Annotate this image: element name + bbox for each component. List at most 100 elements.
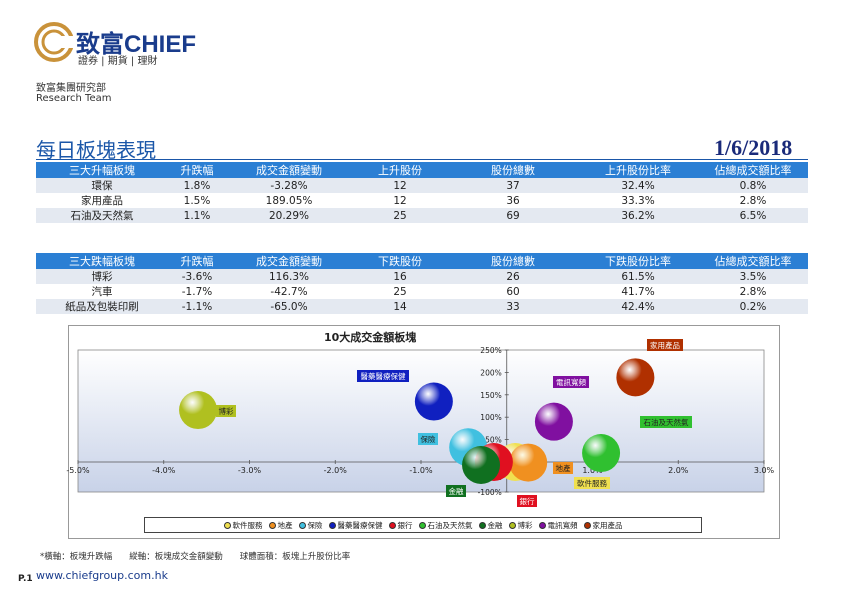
website-link[interactable]: www.chiefgroup.com.hk [36, 569, 168, 582]
table-header-row: 三大跌幅板塊 升跌幅 成交金額變動 下跌股份 股份總數 下跌股份比率 佔總成交額… [36, 253, 808, 269]
bubble-label: 銀行 [520, 496, 535, 506]
legend-item: 金融 [478, 520, 503, 531]
table-cell: -65.0% [226, 299, 352, 314]
x-tick-label: -4.0% [152, 466, 176, 475]
brand-name: 致富CHIEF [76, 31, 196, 58]
table-cell: 189.05% [226, 193, 352, 208]
table-cell: 1.1% [168, 208, 226, 223]
legend-label: 金融 [487, 520, 503, 530]
legend-label: 家用產品 [592, 520, 623, 530]
table-cell: 69 [448, 208, 578, 223]
chart-legend: 軟件服務 地產 保險 醫藥醫療保健 銀行 石油及天然氣 金融 博彩 電訊寬頻 家用產品 [144, 517, 702, 533]
legend-item: 家用產品 [583, 520, 623, 531]
table-cell: 26 [448, 269, 578, 284]
bubble-label-box [553, 376, 589, 388]
table-cell: 石油及天然氣 [36, 208, 168, 223]
legend-label: 地產 [277, 520, 293, 530]
table-cell: 14 [352, 299, 448, 314]
team-name: Research Team [36, 93, 112, 104]
table-header-row: 三大升幅板塊 升跌幅 成交金額變動 上升股份 股份總數 上升股份比率 佔總成交額… [36, 162, 808, 178]
bubble-label: 保險 [421, 434, 436, 444]
legend-item: 醫藥醫療保健 [328, 520, 383, 531]
table-header: 升跌幅 [168, 253, 226, 269]
bubble-label: 石油及天然氣 [644, 417, 689, 427]
table-row: 環保 1.8% -3.28% 12 37 32.4% 0.8% [36, 178, 808, 193]
table-cell: 2.8% [698, 193, 808, 208]
bubble-6 [462, 446, 501, 484]
bubble-label-box [647, 339, 683, 351]
table-cell: 20.29% [226, 208, 352, 223]
y-tick-label: 200% [480, 368, 501, 377]
table-cell: 0.2% [698, 299, 808, 314]
legend-label: 石油及天然氣 [427, 520, 473, 530]
table-header: 成交金額變動 [226, 162, 352, 178]
bubble-label: 電訊寬頻 [556, 377, 586, 387]
legend-marker-icon [223, 521, 231, 529]
logo: 致富CHIEF 證券 | 期貨 | 理財 [34, 22, 244, 68]
table-cell: 37 [448, 178, 578, 193]
legend-label: 電訊寬頻 [547, 520, 578, 530]
table-cell: 6.5% [698, 208, 808, 223]
bubble-label-box [640, 416, 692, 428]
table-header: 下跌股份 [352, 253, 448, 269]
table-cell: 42.4% [578, 299, 698, 314]
table-cell: -1.1% [168, 299, 226, 314]
table-header: 升跌幅 [168, 162, 226, 178]
table-header: 股份總數 [448, 253, 578, 269]
y-tick-label: 150% [480, 391, 501, 400]
legend-label: 保險 [307, 520, 323, 530]
table-cell: 116.3% [226, 269, 352, 284]
bubble-label-box [357, 370, 409, 382]
legend-marker-icon [268, 521, 276, 529]
table-cell: 12 [352, 193, 448, 208]
bubble-label: 金融 [449, 486, 464, 496]
y-tick-label: 100% [480, 413, 501, 422]
y-tick-label: 250% [480, 346, 501, 355]
y-tick-label: -100% [478, 488, 502, 497]
table-cell: 61.5% [578, 269, 698, 284]
bubble-9 [616, 358, 655, 397]
table-cell: 60 [448, 284, 578, 299]
table-row: 紙品及包裝印刷 -1.1% -65.0% 14 33 42.4% 0.2% [36, 299, 808, 314]
bubble-5 [582, 434, 621, 473]
table-row: 博彩 -3.6% 116.3% 16 26 61.5% 3.5% [36, 269, 808, 284]
legend-item: 地產 [268, 520, 293, 531]
table-cell: -3.28% [226, 178, 352, 193]
legend-marker-icon [478, 521, 486, 529]
bubble-label-box [418, 433, 438, 445]
bubble-label-box [553, 462, 573, 474]
x-tick-label: -5.0% [66, 466, 90, 475]
bubble-label: 醫藥醫療保健 [361, 371, 406, 381]
table-header: 三大跌幅板塊 [36, 253, 168, 269]
table-cell: 36.2% [578, 208, 698, 223]
legend-marker-icon [418, 521, 426, 529]
group-name: 致富集團研究部 [36, 83, 106, 94]
legend-item: 石油及天然氣 [418, 520, 473, 531]
table-header: 上升股份比率 [578, 162, 698, 178]
page-title: 每日板塊表現 [36, 138, 156, 162]
report-date: 1/6/2018 [714, 135, 793, 160]
brand-tagline: 證券 | 期貨 | 理財 [78, 56, 158, 67]
x-tick-label: -1.0% [409, 466, 433, 475]
legend-marker-icon [298, 521, 306, 529]
legend-marker-icon [328, 521, 336, 529]
legend-marker-icon [583, 521, 591, 529]
table-cell: 3.5% [698, 269, 808, 284]
table-cell: 紙品及包裝印刷 [36, 299, 168, 314]
table-cell: 16 [352, 269, 448, 284]
table-header: 佔總成交額比率 [698, 253, 808, 269]
losers-table: 三大跌幅板塊 升跌幅 成交金額變動 下跌股份 股份總數 下跌股份比率 佔總成交額… [36, 253, 808, 314]
table-cell: 32.4% [578, 178, 698, 193]
legend-item: 軟件服務 [223, 520, 263, 531]
table-header: 成交金額變動 [226, 253, 352, 269]
bubble-7 [179, 391, 218, 430]
x-tick-label: -3.0% [238, 466, 262, 475]
table-cell: 33 [448, 299, 578, 314]
legend-label: 博彩 [517, 520, 533, 530]
table-header: 上升股份 [352, 162, 448, 178]
table-cell: 36 [448, 193, 578, 208]
table-cell: 2.8% [698, 284, 808, 299]
bubble-label-box [574, 477, 610, 489]
bubble-label: 博彩 [219, 406, 234, 416]
